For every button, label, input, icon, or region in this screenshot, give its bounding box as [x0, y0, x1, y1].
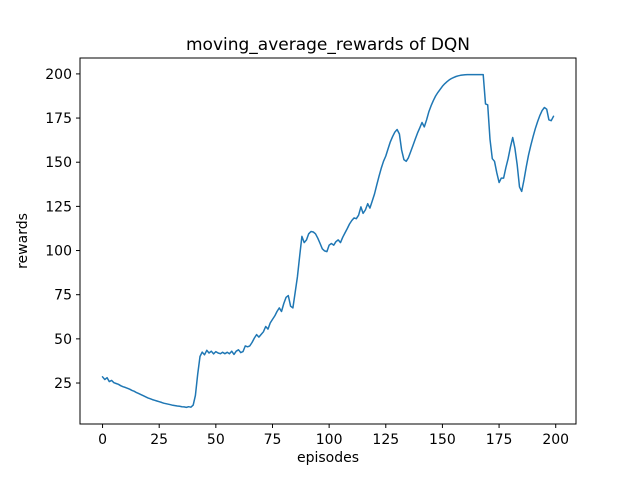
y-axis-label: rewards: [15, 213, 31, 269]
tick-label: 150: [429, 432, 456, 448]
tick-label: 150: [45, 155, 72, 171]
y-axis-ticks: 25 50 75 100 125 150 175 200: [45, 67, 80, 392]
x-axis-ticks: 0 25 50 75 100 125 150 175 200: [98, 424, 569, 448]
tick-label: 100: [45, 244, 72, 260]
tick-label: 75: [264, 432, 282, 448]
tick-label: 50: [54, 332, 72, 348]
tick-label: 175: [486, 432, 513, 448]
axes-frame: [79, 57, 577, 425]
tick-label: 125: [45, 199, 72, 215]
tick-label: 0: [98, 432, 107, 448]
reward-line: [101, 73, 555, 409]
tick-label: 100: [316, 432, 343, 448]
tick-label: 200: [542, 432, 569, 448]
tick-label: 200: [45, 67, 72, 83]
x-axis-label: episodes: [297, 450, 359, 466]
tick-label: 25: [150, 432, 168, 448]
tick-label: 125: [372, 432, 399, 448]
tick-label: 25: [54, 376, 72, 392]
chart-title: moving_average_rewards of DQN: [186, 35, 470, 55]
tick-label: 50: [207, 432, 225, 448]
tick-label: 175: [45, 111, 72, 127]
tick-label: 75: [54, 288, 72, 304]
